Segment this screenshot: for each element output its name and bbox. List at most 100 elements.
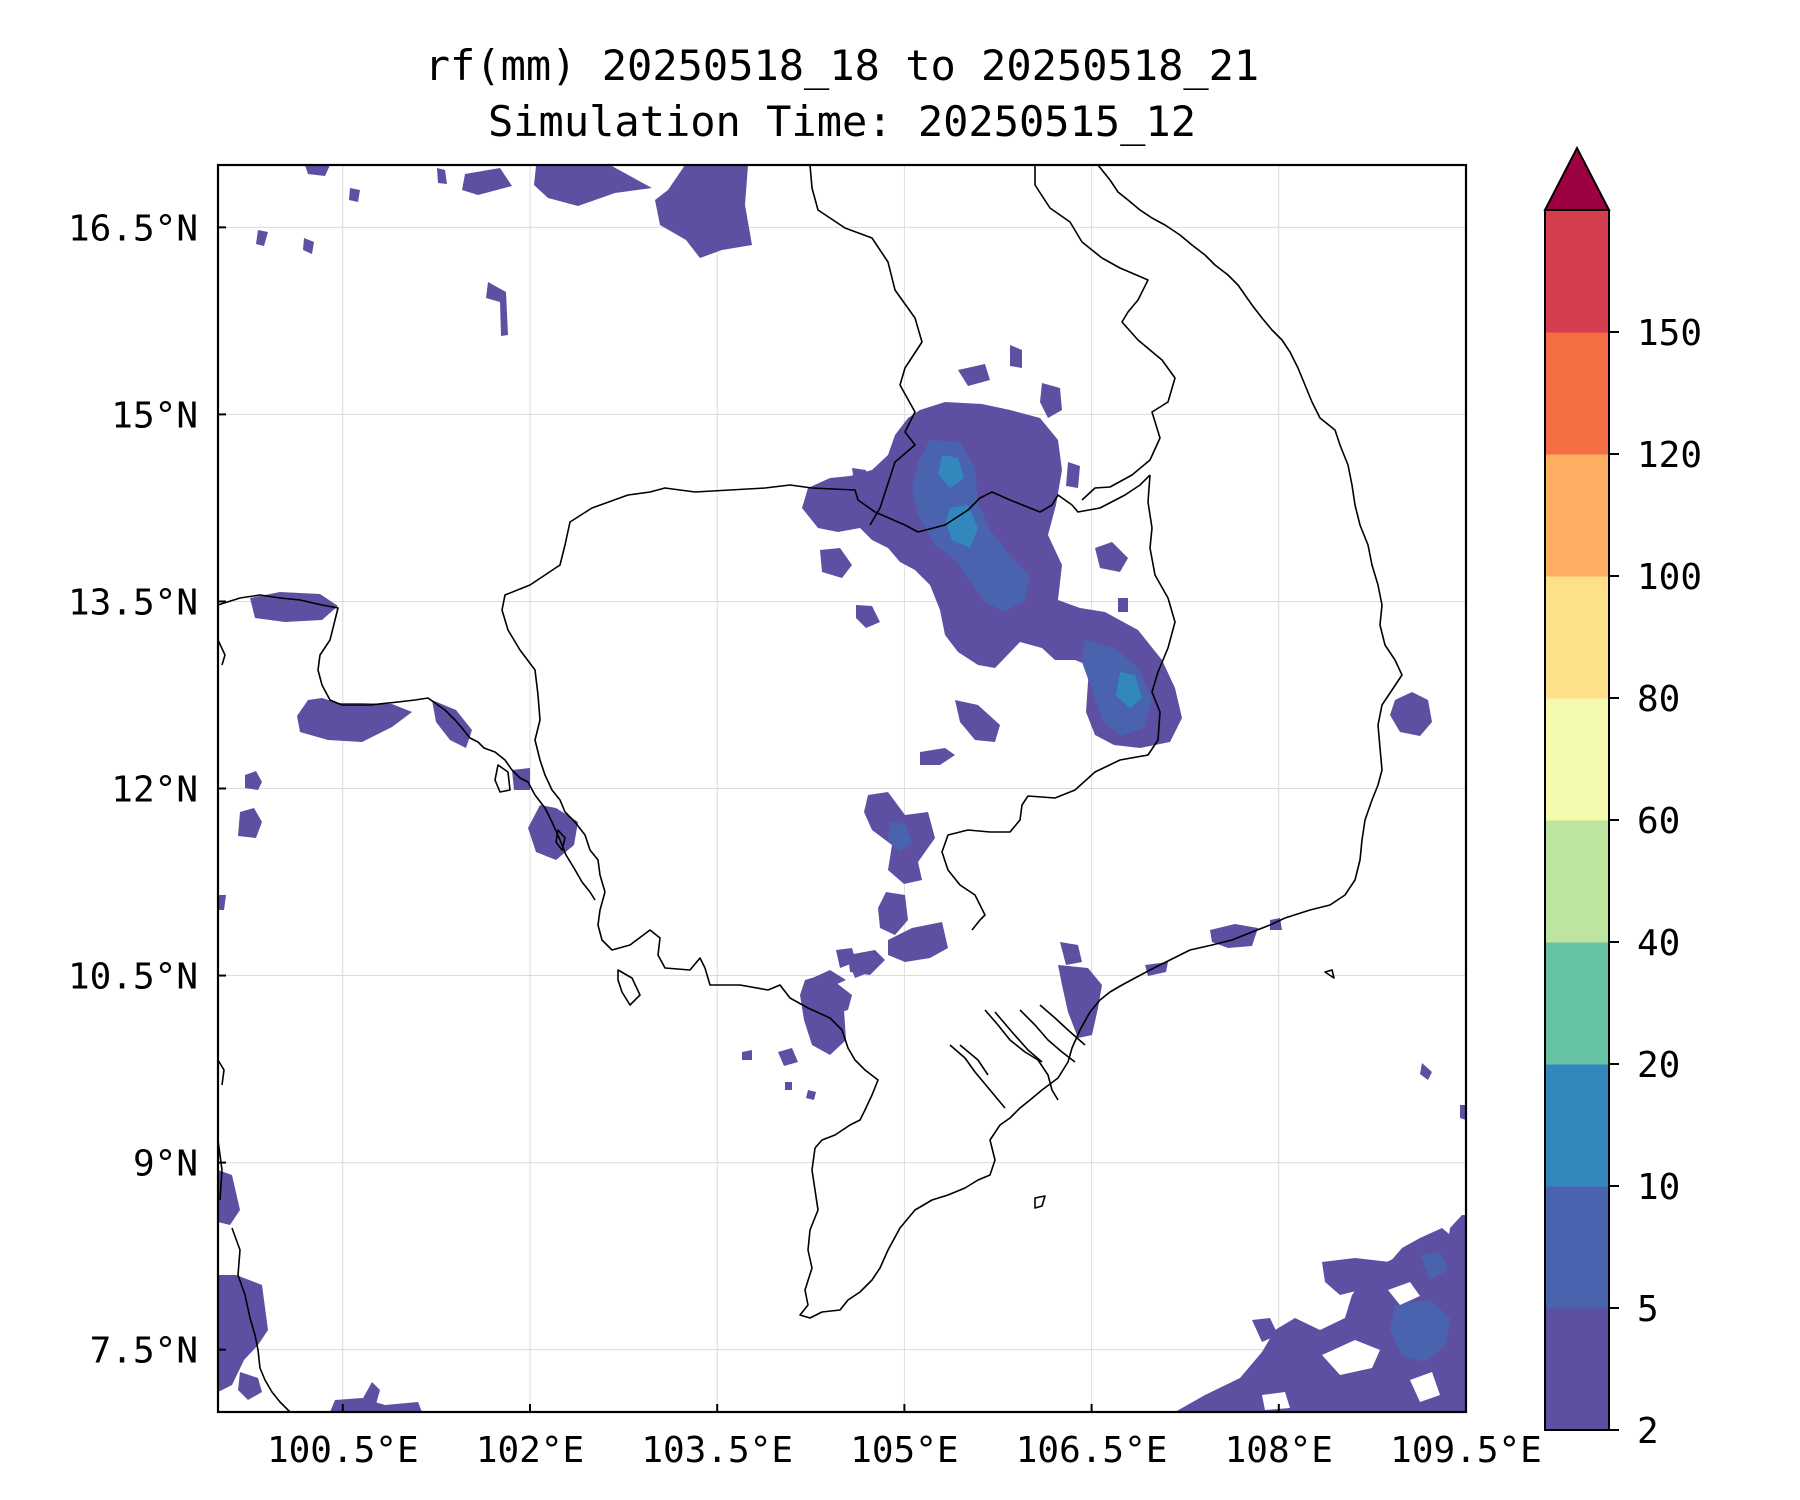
thailand-east-coast-2 bbox=[218, 639, 226, 666]
rain-area-west-11 bbox=[238, 1372, 262, 1400]
rain-area-west-8 bbox=[218, 895, 226, 910]
colorbar-tick-label: 10 bbox=[1637, 1167, 1680, 1208]
rain-area-east-3 bbox=[1390, 692, 1432, 736]
mekong-delta-coast bbox=[799, 917, 1286, 1319]
island-east-small bbox=[1324, 969, 1335, 979]
rain-area-central-ne-3 bbox=[1040, 383, 1062, 418]
colorbar-tick-label: 20 bbox=[1637, 1045, 1680, 1086]
map-title-line1: rf(mm) 20250518_18 to 20250518_21 bbox=[425, 41, 1259, 90]
vietnam-east-coast bbox=[1097, 165, 1403, 919]
delta-channel-5 bbox=[949, 1044, 1006, 1109]
y-tick-label: 9°N bbox=[133, 1144, 198, 1185]
rain-area-west-4 bbox=[245, 771, 262, 790]
colorbar-segment bbox=[1545, 332, 1609, 455]
colorbar-tick-label: 60 bbox=[1637, 801, 1680, 842]
rain-hole-southeast-4 bbox=[1262, 1392, 1290, 1410]
rain-area-north-9 bbox=[486, 282, 508, 336]
delta-channel-3 bbox=[1019, 1009, 1076, 1063]
rain-area-west-3 bbox=[432, 700, 472, 748]
rain-area-delta-11 bbox=[806, 1090, 816, 1100]
colorbar-segment bbox=[1545, 210, 1609, 333]
colorbar-segment bbox=[1545, 698, 1609, 821]
rain-area-north-5 bbox=[655, 165, 752, 258]
rain-area-delta-9 bbox=[742, 1050, 752, 1060]
rain-area-delta-2 bbox=[848, 958, 870, 978]
rain-area-central-w-3 bbox=[856, 605, 880, 628]
rain-area-delta-5 bbox=[1060, 942, 1082, 965]
y-tick-label: 15°N bbox=[111, 395, 198, 436]
rain-area-west-5 bbox=[238, 808, 262, 838]
rain-area-north-7 bbox=[256, 230, 268, 246]
island-kohkong bbox=[494, 764, 511, 793]
rain-area-north-8 bbox=[303, 238, 314, 254]
colorbar-segment bbox=[1545, 942, 1609, 1065]
rain-area-west-2 bbox=[297, 698, 412, 742]
rain-hole-southeast-2 bbox=[1388, 1282, 1420, 1305]
colorbar-segment bbox=[1545, 576, 1609, 699]
rain-area-southeast-ne bbox=[1445, 1215, 1466, 1292]
thailand-laos-border bbox=[809, 165, 923, 526]
delta-channel-2 bbox=[994, 1011, 1043, 1063]
rain-area-central-ne-1 bbox=[958, 364, 990, 386]
colorbar-tick-label: 100 bbox=[1637, 557, 1702, 598]
island-phu-quoc bbox=[617, 969, 641, 1006]
rain-area-central-core-2 bbox=[946, 505, 978, 548]
rain-area-west-6 bbox=[528, 805, 578, 860]
y-tick-label: 10.5°N bbox=[68, 957, 198, 998]
rain-area-south-2 bbox=[362, 1382, 380, 1404]
rain-area-delta-6 bbox=[1058, 965, 1102, 1038]
gulf-of-thailand-coast bbox=[597, 891, 879, 1149]
rain-area-central-e-1 bbox=[1095, 542, 1128, 572]
rain-area-central-ne-4 bbox=[1066, 462, 1080, 488]
rain-area-east-4 bbox=[1420, 1063, 1432, 1080]
colorbar-tick-label: 120 bbox=[1637, 435, 1702, 476]
rain-area-central-core-1 bbox=[938, 455, 964, 488]
colorbar: 2 5 10 20 40 60 80 100 120 150 bbox=[1543, 145, 1702, 1452]
x-tick-label: 108°E bbox=[1225, 1430, 1333, 1471]
laos-vietnam-border bbox=[1034, 165, 1176, 501]
rain-area-southeast-w bbox=[1252, 1318, 1278, 1342]
rain-area-south-central-1b bbox=[888, 822, 912, 852]
rain-area-east-5 bbox=[1460, 1105, 1466, 1120]
rain-area-delta-10 bbox=[785, 1082, 792, 1090]
cambodia-west-border bbox=[501, 507, 606, 893]
colorbar-segment bbox=[1545, 1186, 1609, 1309]
x-tick-label: 105°E bbox=[850, 1430, 958, 1471]
rain-area-southeast-inner bbox=[1390, 1300, 1450, 1362]
map-title-line2: Simulation Time: 20250515_12 bbox=[488, 97, 1196, 146]
rain-area-central-e-2 bbox=[1118, 598, 1128, 612]
colorbar-extend-arrow bbox=[1543, 145, 1611, 211]
colorbar-tick-label: 5 bbox=[1637, 1289, 1659, 1330]
rain-area-southeast-n bbox=[1322, 1228, 1456, 1295]
colorbar-segment bbox=[1545, 454, 1609, 577]
y-tick-label: 16.5°N bbox=[68, 208, 198, 249]
map-panel: 100.5°E 102°E 103.5°E 105°E 106.5°E 108°E 109.… bbox=[68, 163, 1542, 1471]
rain-area-central-core-3 bbox=[1116, 672, 1142, 708]
colorbar-tick-label: 80 bbox=[1637, 679, 1680, 720]
rain-area-south-1 bbox=[330, 1398, 422, 1412]
rain-hole-southeast-1 bbox=[1322, 1340, 1380, 1375]
x-tick-label: 106.5°E bbox=[1016, 1430, 1168, 1471]
rain-area-central-w-2 bbox=[852, 468, 868, 488]
rain-area-central-inner-2 bbox=[1082, 640, 1152, 736]
colorbar-segment bbox=[1545, 1308, 1609, 1431]
delta-channel-6 bbox=[959, 1044, 989, 1076]
rain-area-west-9 bbox=[218, 1170, 240, 1225]
island-koh-rong bbox=[555, 829, 566, 851]
malay-peninsula-coast-2 bbox=[218, 1139, 223, 1201]
rain-hole-southeast-3 bbox=[1410, 1372, 1440, 1402]
delta-channel-1 bbox=[984, 1009, 1059, 1101]
map-gridlines bbox=[218, 165, 1467, 1412]
colorbar-tick-label: 2 bbox=[1637, 1411, 1659, 1452]
rain-area-delta-7 bbox=[1145, 962, 1168, 976]
island-thai-gulf bbox=[218, 1059, 225, 1086]
colorbar-segment bbox=[1545, 820, 1609, 943]
thailand-east-coast bbox=[218, 594, 596, 901]
rain-area-south-central-3 bbox=[888, 922, 948, 962]
cambodia-north-border bbox=[591, 474, 1151, 533]
colorbar-tick-label: 150 bbox=[1637, 313, 1702, 354]
colorbar-segment bbox=[1545, 1064, 1609, 1187]
rain-area-west-10 bbox=[218, 1275, 268, 1392]
rain-area-west-1 bbox=[250, 592, 338, 622]
